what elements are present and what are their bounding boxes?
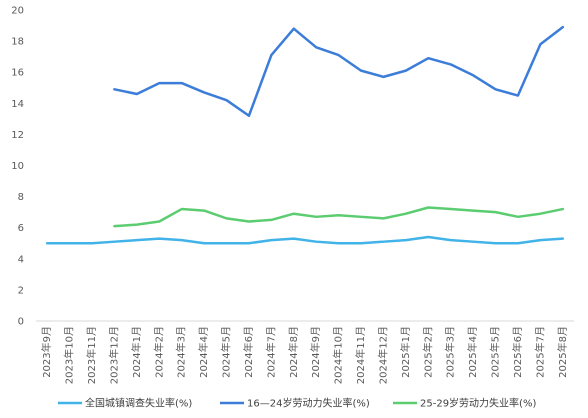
x-tick-label: 2023年10月 bbox=[63, 326, 76, 384]
series-line-2 bbox=[113, 25, 565, 117]
x-tick-label: 2024年5月 bbox=[220, 326, 233, 378]
legend: 全国城镇调查失业率(%) 16—24岁劳动力失业率(%) 25-29岁劳动力失业率(… bbox=[58, 397, 536, 410]
y-tick-label: 8 bbox=[18, 192, 24, 203]
series-line-1 bbox=[45, 235, 565, 245]
y-axis-tick-labels: 0 2 4 6 8 10 12 14 16 18 20 bbox=[11, 6, 24, 328]
x-tick-label: 2024年11月 bbox=[354, 326, 367, 384]
x-tick-label: 2024年7月 bbox=[264, 326, 277, 378]
x-axis-tick-labels: 2023年9月 2023年10月 2023年11月 2023年12月 2024年1月 20… bbox=[40, 326, 569, 384]
y-tick-label: 2 bbox=[18, 285, 24, 296]
x-tick-label: 2025年6月 bbox=[511, 326, 524, 378]
x-tick-label: 2025年5月 bbox=[489, 326, 502, 378]
x-tick-label: 2024年4月 bbox=[197, 326, 210, 378]
y-tick-label: 0 bbox=[18, 317, 24, 328]
y-tick-label: 4 bbox=[18, 254, 24, 265]
legend-label: 全国城镇调查失业率(%) bbox=[85, 397, 192, 410]
series-line-3 bbox=[113, 206, 565, 228]
y-tick-label: 12 bbox=[11, 130, 24, 141]
y-tick-label: 20 bbox=[11, 6, 24, 17]
x-tick-label: 2024年12月 bbox=[376, 326, 389, 384]
y-tick-label: 14 bbox=[11, 99, 24, 110]
x-tick-label: 2023年12月 bbox=[107, 326, 120, 384]
x-tick-label: 2025年2月 bbox=[421, 326, 434, 378]
x-tick-label: 2025年3月 bbox=[444, 326, 457, 378]
x-tick-label: 2024年9月 bbox=[309, 326, 322, 378]
x-tick-label: 2024年8月 bbox=[287, 326, 300, 378]
y-tick-label: 18 bbox=[11, 37, 24, 48]
x-tick-label: 2024年1月 bbox=[130, 326, 143, 378]
x-tick-label: 2025年1月 bbox=[399, 326, 412, 378]
x-tick-label: 2024年10月 bbox=[332, 326, 345, 384]
x-tick-label: 2023年9月 bbox=[40, 326, 53, 378]
x-tick-label: 2023年11月 bbox=[85, 326, 98, 384]
y-tick-label: 6 bbox=[18, 223, 24, 234]
y-tick-label: 16 bbox=[11, 68, 24, 79]
x-tick-label: 2024年6月 bbox=[242, 326, 255, 378]
x-tick-label: 2025年8月 bbox=[556, 326, 569, 378]
legend-label: 16—24岁劳动力失业率(%) bbox=[247, 397, 370, 410]
x-tick-label: 2024年3月 bbox=[175, 326, 188, 378]
series-lines bbox=[45, 25, 565, 245]
legend-label: 25-29岁劳动力失业率(%) bbox=[420, 397, 536, 410]
x-tick-label: 2025年7月 bbox=[533, 326, 546, 378]
y-tick-label: 10 bbox=[11, 161, 24, 172]
x-tick-label: 2024年2月 bbox=[152, 326, 165, 378]
x-tick-label: 2025年4月 bbox=[466, 326, 479, 378]
